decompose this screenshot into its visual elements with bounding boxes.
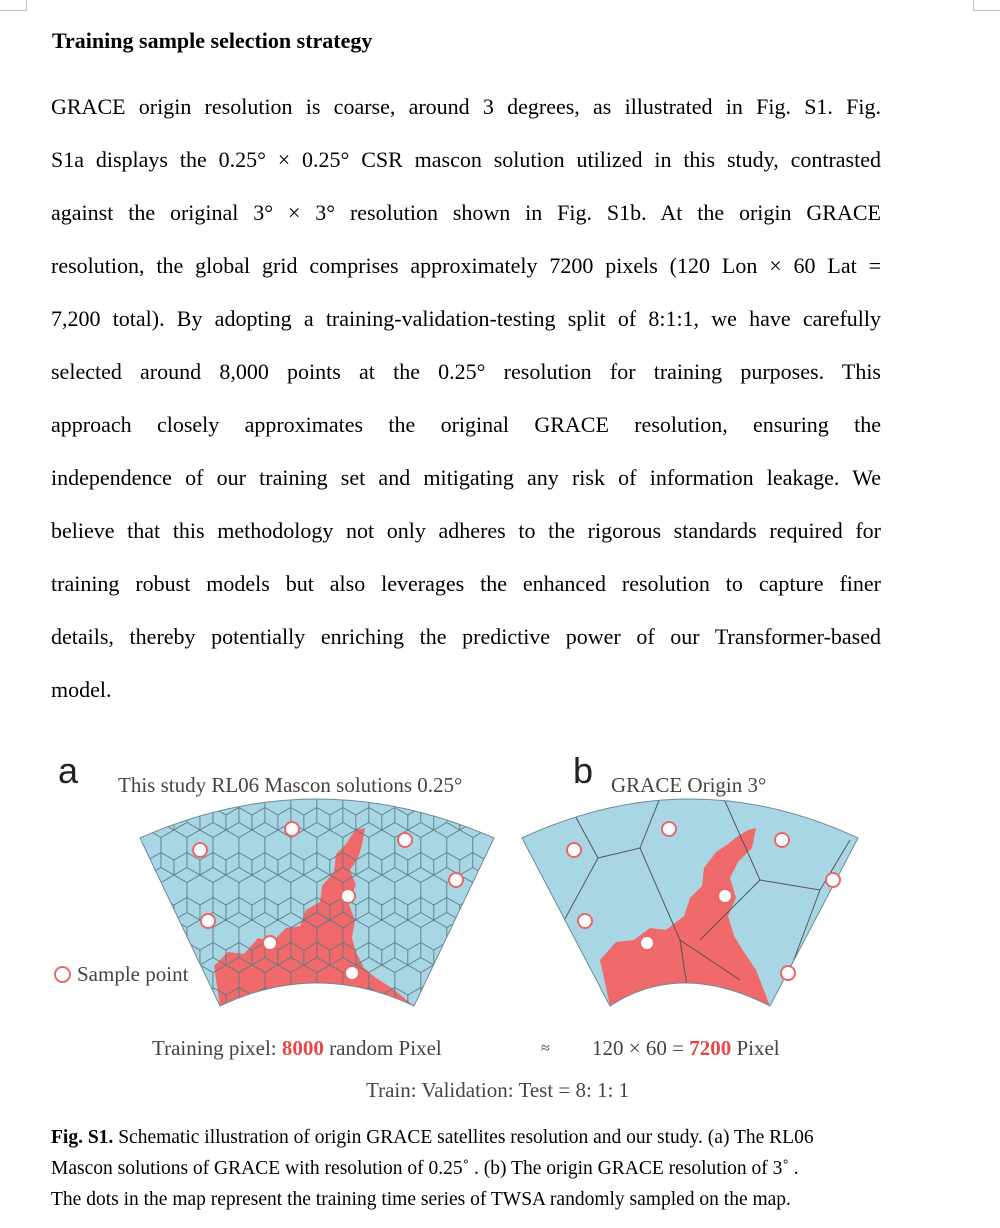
approx-symbol: ≈	[541, 1040, 550, 1057]
body-line: resolution, the global grid comprises ap…	[51, 253, 881, 278]
body-line: independence of our training set and mit…	[51, 465, 881, 490]
sample-point	[577, 913, 593, 929]
body-line: 7,200 total). By adopting a training-val…	[51, 306, 881, 331]
panel-a-letter: a	[58, 750, 79, 791]
body-line: selected around 8,000 points at the 0.25…	[51, 359, 881, 384]
figure-caption: Fig. S1. Schematic illustration of origi…	[51, 1122, 891, 1215]
sample-point	[262, 935, 278, 951]
split-ratio: Train: Validation: Test = 8: 1: 1	[366, 1078, 630, 1102]
training-pixel-line: Training pixel: 8000 random Pixel	[152, 1036, 442, 1061]
page-corner-right	[973, 0, 1000, 11]
sample-point	[717, 888, 733, 904]
caption-label: Fig. S1.	[51, 1127, 114, 1148]
sample-point	[825, 872, 841, 888]
caption-line: The dots in the map represent the traini…	[51, 1189, 791, 1210]
panel-b-land	[600, 828, 770, 1006]
sample-point	[344, 965, 360, 981]
grid-pixel-line: 120 × 60 = 7200 Pixel	[592, 1036, 780, 1061]
sample-point	[448, 872, 464, 888]
panel-b-letter: b	[573, 750, 594, 791]
sample-point	[192, 842, 208, 858]
training-value: 8000	[281, 1036, 324, 1060]
sample-point	[661, 821, 677, 837]
sample-point	[397, 832, 413, 848]
caption-text: Schematic illustration of origin GRACE s…	[113, 1127, 814, 1148]
map-figure	[139, 798, 859, 1007]
sample-point	[639, 935, 655, 951]
legend: Sample point	[54, 962, 188, 987]
legend-label: Sample point	[77, 962, 189, 986]
sample-point	[780, 965, 796, 981]
panel-b-map	[521, 798, 859, 1007]
sample-point	[566, 842, 582, 858]
panel-b-title: GRACE Origin 3°	[611, 773, 767, 797]
sample-point	[774, 832, 790, 848]
body-line: believe that this methodology not only a…	[51, 518, 881, 543]
sample-point	[340, 888, 356, 904]
grid-suffix: Pixel	[731, 1036, 780, 1060]
training-suffix: random Pixel	[323, 1036, 442, 1060]
body-line: training robust models but also leverage…	[51, 571, 881, 596]
panel-a-map	[139, 798, 495, 1007]
sample-point	[200, 913, 216, 929]
body-line: GRACE origin resolution is coarse, aroun…	[51, 94, 881, 119]
body-paragraph: GRACE origin resolution is coarse, aroun…	[51, 80, 881, 716]
caption-line: Fig. S1. Schematic illustration of origi…	[51, 1122, 891, 1153]
body-line: model.	[51, 677, 112, 702]
body-line: against the original 3° × 3° resolution …	[51, 200, 881, 225]
training-prefix: Training pixel:	[152, 1036, 282, 1060]
section-heading: Training sample selection strategy	[52, 28, 373, 53]
grid-value: 7200	[689, 1036, 732, 1060]
body-line: details, thereby potentially enriching t…	[51, 624, 881, 649]
page-corner-left	[0, 0, 27, 11]
figure-s1: a This study RL06 Mascon solutions 0.25°…	[0, 740, 1000, 1110]
sample-point-icon	[54, 966, 71, 983]
body-line: approach closely approximates the origin…	[51, 412, 881, 437]
panel-a-title: This study RL06 Mascon solutions 0.25°	[118, 773, 463, 797]
sample-point	[284, 821, 300, 837]
caption-line: Mascon solutions of GRACE with resolutio…	[51, 1158, 799, 1179]
body-line: S1a displays the 0.25° × 0.25° CSR masco…	[51, 147, 881, 172]
grid-expression: 120 × 60 =	[592, 1036, 690, 1060]
